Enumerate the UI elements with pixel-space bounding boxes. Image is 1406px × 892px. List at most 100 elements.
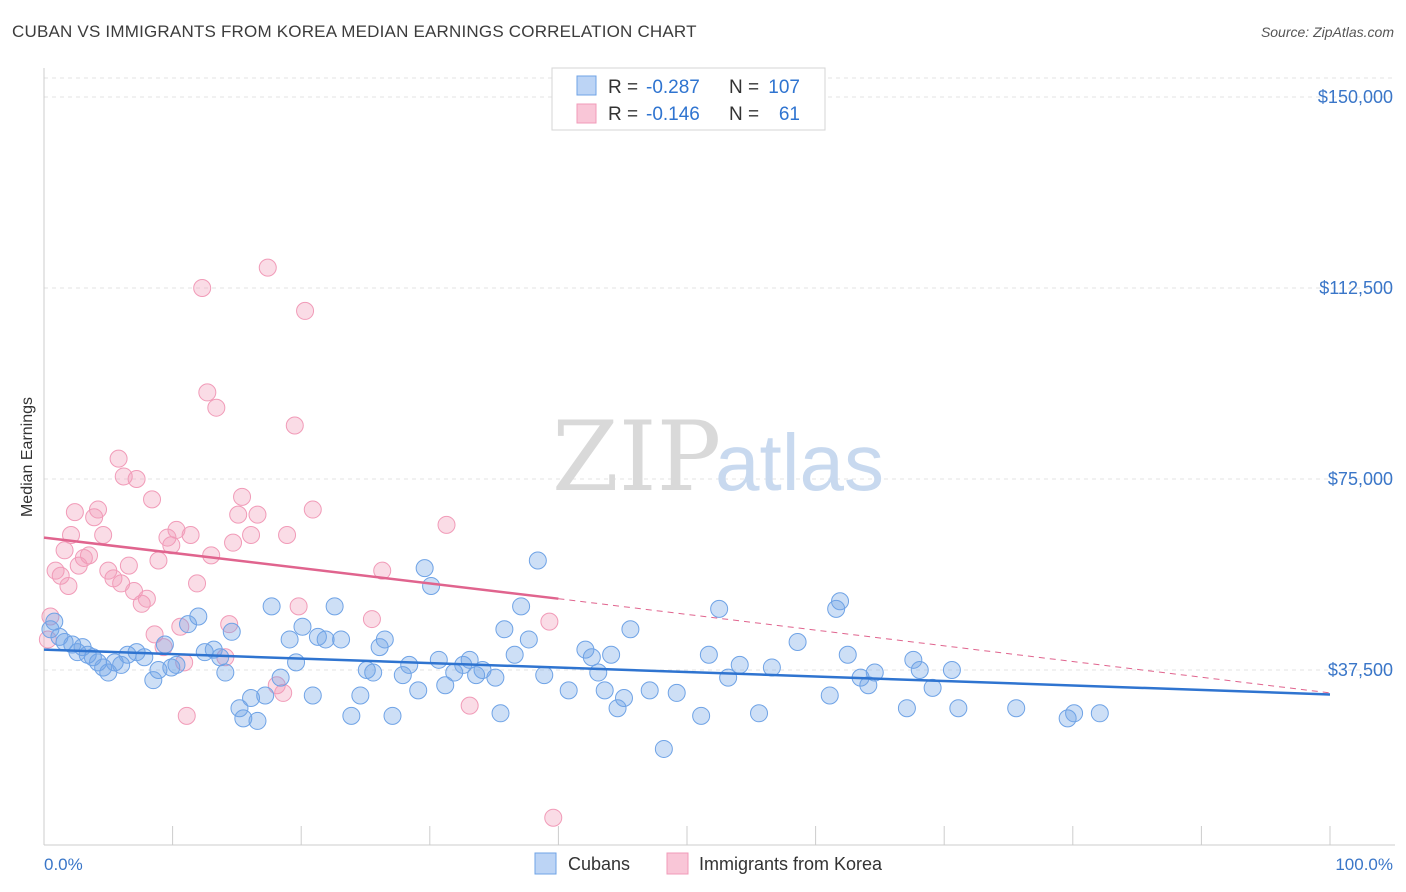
cubans-point [216,663,235,682]
cubans-point [576,640,595,659]
x-tick-label-min: 0.0% [44,855,83,874]
cubans-point [94,658,113,677]
cubans-point [559,681,578,700]
korea-point [289,597,308,616]
cubans-point [162,658,181,677]
series-korea-points [38,258,563,827]
cubans-point [222,622,241,641]
cubans-point [820,686,839,705]
cubans-point [316,630,335,649]
series-cubans-points [41,551,1109,758]
cubans-point [409,681,428,700]
cubans-point [692,706,711,725]
cubans-point [351,686,370,705]
cubans-point [342,706,361,725]
cubans-point [528,551,547,570]
cubans-point [364,663,383,682]
korea-point [55,541,74,560]
legend-box: R = -0.287 N = 107 R = -0.146 N = 61 [551,67,826,131]
korea-point [278,526,297,545]
cubans-point [838,645,857,664]
korea-point [119,556,138,575]
cubans-point [535,666,554,685]
cubans-point [242,689,261,708]
y-tick-labels: $37,500 $75,000 $112,500 $150,000 [1318,87,1393,680]
y-tick-label: $37,500 [1328,660,1393,680]
cubans-point [45,612,64,631]
korea-point [233,487,252,506]
y-tick-label: $150,000 [1318,87,1393,107]
cubans-point [495,620,514,639]
cubans-point [230,699,249,718]
cubans-point [293,617,312,636]
cubans-point [923,678,942,697]
cubans-point [189,607,208,626]
cubans-point [234,709,253,728]
cubans-point [144,671,163,690]
korea-point [65,503,84,522]
korea-trendline-extension [558,598,1331,694]
cubans-point [256,686,275,705]
korea-point [167,520,186,539]
korea-point [274,683,293,702]
korea-point [94,526,113,545]
cubans-point [788,632,807,651]
watermark-atlas: atlas [715,418,884,507]
korea-point [109,449,128,468]
cubans-point [486,668,505,687]
cubans-point [1065,704,1084,723]
korea-point [80,546,99,565]
korea-point [296,301,315,320]
cubans-point [595,681,614,700]
cubans-point [415,559,434,578]
korea-point [242,526,261,545]
cubans-point [112,655,131,674]
legend-n-value-cubans: 107 [768,77,800,98]
cubans-point [710,599,729,618]
legend-swatch-cubans [576,75,597,96]
cubans-point [512,597,531,616]
bottom-legend-label-korea: Immigrants from Korea [699,854,883,874]
korea-point [74,548,93,567]
cubans-point [762,658,781,677]
legend-r-label-korea: R = [608,104,638,125]
korea-point [362,610,381,629]
gridlines [44,77,1395,671]
legend-box-frame [551,67,826,131]
source-label: Source: ZipAtlas.com [1260,24,1394,40]
cubans-point [204,640,223,659]
korea-point [46,561,65,580]
cubans-trendline [43,648,1331,696]
cubans-point [280,630,299,649]
cubans-point [262,597,281,616]
bottom-legend-swatch-cubans [534,852,557,875]
korea-point [193,279,212,297]
cubans-point [654,739,673,758]
legend-n-label-korea: N = [729,104,759,125]
korea-point [303,500,322,519]
cubans-point [429,650,448,669]
cubans-point [393,666,412,685]
cubans-point [271,668,290,687]
cubans-point [519,630,538,649]
legend-n-label-cubans: N = [729,77,759,98]
korea-point [198,383,217,402]
korea-point [177,706,196,725]
cubans-point [422,576,441,595]
korea-point [373,561,392,580]
korea-point [59,576,78,595]
cubans-point [750,704,769,723]
cubans-point [287,653,306,672]
cubans-point [621,620,640,639]
korea-point [188,574,207,593]
korea-point [229,505,248,524]
cubans-point [699,645,718,664]
korea-point [248,505,267,524]
korea-point [285,416,304,435]
bottom-legend: Cubans Immigrants from Korea [534,852,883,875]
watermark-zip: ZIP [552,401,721,513]
korea-point [132,594,151,613]
cubans-point [904,650,923,669]
cubans-point [303,686,322,705]
legend-r-value-cubans: -0.287 [646,77,700,98]
